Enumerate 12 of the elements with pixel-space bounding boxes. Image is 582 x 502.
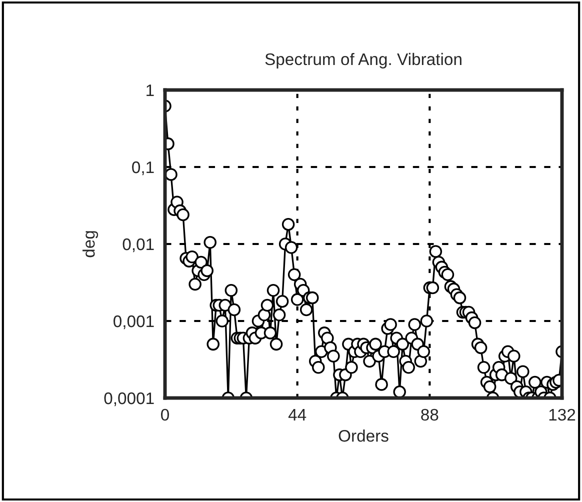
x-tick-label: 132 xyxy=(549,408,576,421)
y-tick-label: 0,1 xyxy=(132,161,154,176)
y-tick-label: 1 xyxy=(146,84,154,96)
x-tick-label: 88 xyxy=(421,408,438,421)
y-tick-label: 0,01 xyxy=(122,238,154,252)
y-tick-label: 0,0001 xyxy=(104,392,154,406)
x-tick-label: 44 xyxy=(288,409,306,420)
x-axis-title: Orders xyxy=(338,430,388,442)
x-tick-label: 0 xyxy=(161,408,169,421)
chart-title: Spectrum of Ang. Vibration xyxy=(265,52,462,68)
y-tick-label: 0,001 xyxy=(114,315,154,330)
y-axis-title: deg xyxy=(82,231,98,258)
